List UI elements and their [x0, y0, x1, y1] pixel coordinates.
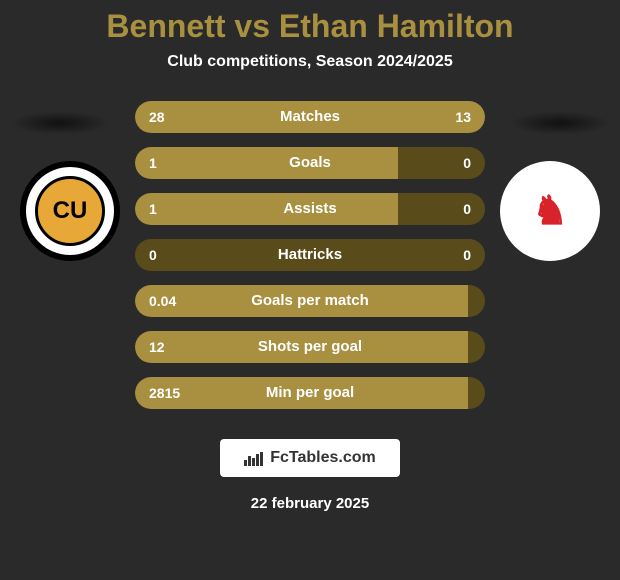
stat-rows: 28Matches131Goals01Assists00Hattricks00.… [135, 101, 485, 409]
footer-date: 22 february 2025 [0, 495, 620, 512]
stat-label: Goals per match [135, 285, 485, 317]
stat-label: Goals [135, 147, 485, 179]
stat-row: 1Goals0 [135, 147, 485, 179]
branding-badge: FcTables.com [220, 439, 400, 477]
stat-row: 0Hattricks0 [135, 239, 485, 271]
stat-label: Matches [135, 101, 485, 133]
stat-label: Min per goal [135, 377, 485, 409]
branding-icon-bar [244, 460, 247, 466]
branding-icon [244, 450, 264, 466]
stat-value-right: 0 [463, 239, 471, 271]
stat-label: Assists [135, 193, 485, 225]
stats-area: CU ♞ 28Matches131Goals01Assists00Hattric… [0, 101, 620, 421]
crest-right-icon: ♞ [515, 176, 585, 246]
stat-row: 28Matches13 [135, 101, 485, 133]
crest-right: ♞ [500, 161, 600, 261]
stat-label: Shots per goal [135, 331, 485, 363]
branding-text: FcTables.com [270, 449, 376, 467]
stat-row: 2815Min per goal [135, 377, 485, 409]
stat-row: 12Shots per goal [135, 331, 485, 363]
stat-row: 1Assists0 [135, 193, 485, 225]
shadow-right [510, 111, 610, 135]
crest-left: CU [20, 161, 120, 261]
page-subtitle: Club competitions, Season 2024/2025 [0, 53, 620, 71]
page-title: Bennett vs Ethan Hamilton [0, 0, 620, 45]
stat-row: 0.04Goals per match [135, 285, 485, 317]
stat-value-right: 0 [463, 147, 471, 179]
stat-label: Hattricks [135, 239, 485, 271]
branding-icon-bar [260, 452, 263, 466]
branding-icon-bar [252, 458, 255, 466]
stat-value-right: 0 [463, 193, 471, 225]
stat-value-right: 13 [455, 101, 471, 133]
branding-icon-bar [256, 454, 259, 466]
shadow-left [10, 111, 110, 135]
branding-icon-bar [248, 456, 251, 466]
crest-left-text: CU [35, 176, 105, 246]
